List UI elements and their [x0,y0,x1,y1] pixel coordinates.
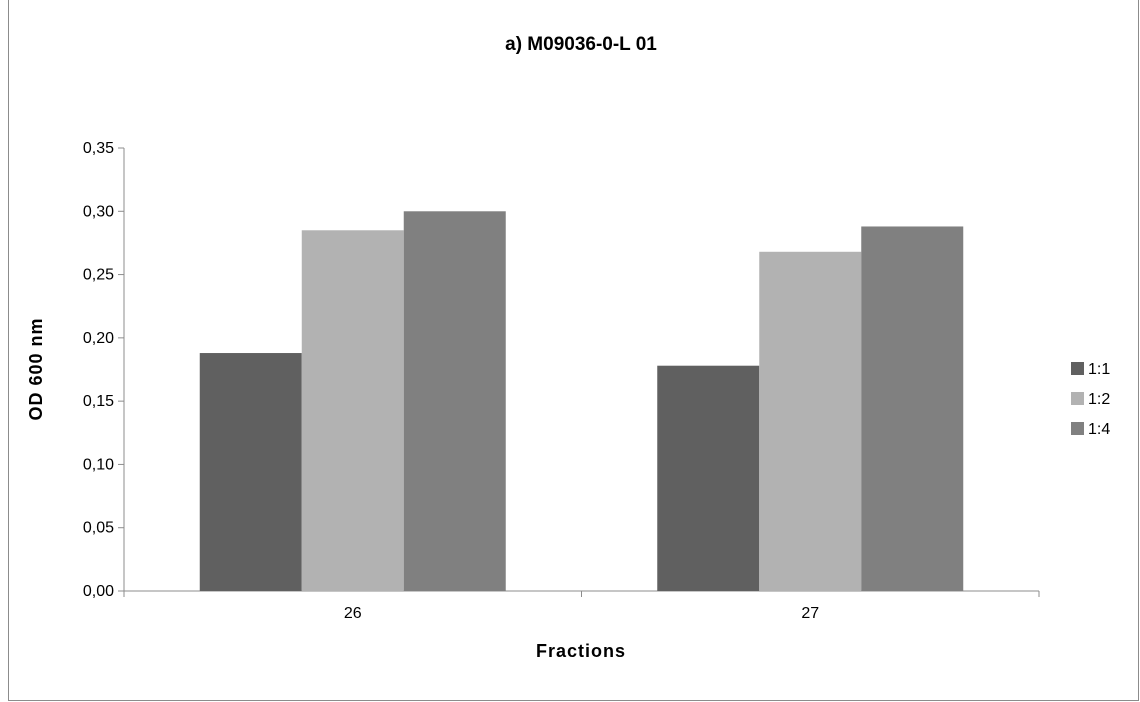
x-axis: 26 27 [124,591,1039,622]
x-tick-label: 26 [344,605,362,622]
y-tick-label: 0,15 [83,393,114,410]
x-tick-label: 27 [801,605,819,622]
legend-swatch [1071,422,1084,435]
legend-label: 1:4 [1088,421,1110,438]
legend-label: 1:2 [1088,391,1110,408]
y-tick-label: 0,20 [83,330,114,347]
bar-26-1-4 [404,211,506,591]
legend: 1:1 1:2 1:4 [1071,361,1110,438]
chart-title: a) M09036-0-L 01 [505,34,657,55]
bar-26-1-2 [302,230,404,591]
bar-27-1-2 [759,252,861,591]
y-tick-label: 0,25 [83,267,114,284]
bar-27-1-4 [861,226,963,591]
legend-swatch [1071,362,1084,375]
bar-27-1-1 [657,366,759,591]
y-tick-label: 0,05 [83,520,114,537]
y-tick-label: 0,35 [83,140,114,157]
y-tick-label: 0,00 [83,583,114,600]
y-tick-label: 0,10 [83,456,114,473]
y-axis-title: OD 600 nm [26,317,46,420]
bars [200,211,964,591]
y-axis: 0,00 0,05 0,10 0,15 0,20 0,25 0,30 0,35 [83,140,124,600]
x-axis-title: Fractions [536,641,626,661]
legend-label: 1:1 [1088,361,1110,378]
legend-swatch [1071,392,1084,405]
bar-26-1-1 [200,353,302,591]
y-tick-label: 0,30 [83,203,114,220]
